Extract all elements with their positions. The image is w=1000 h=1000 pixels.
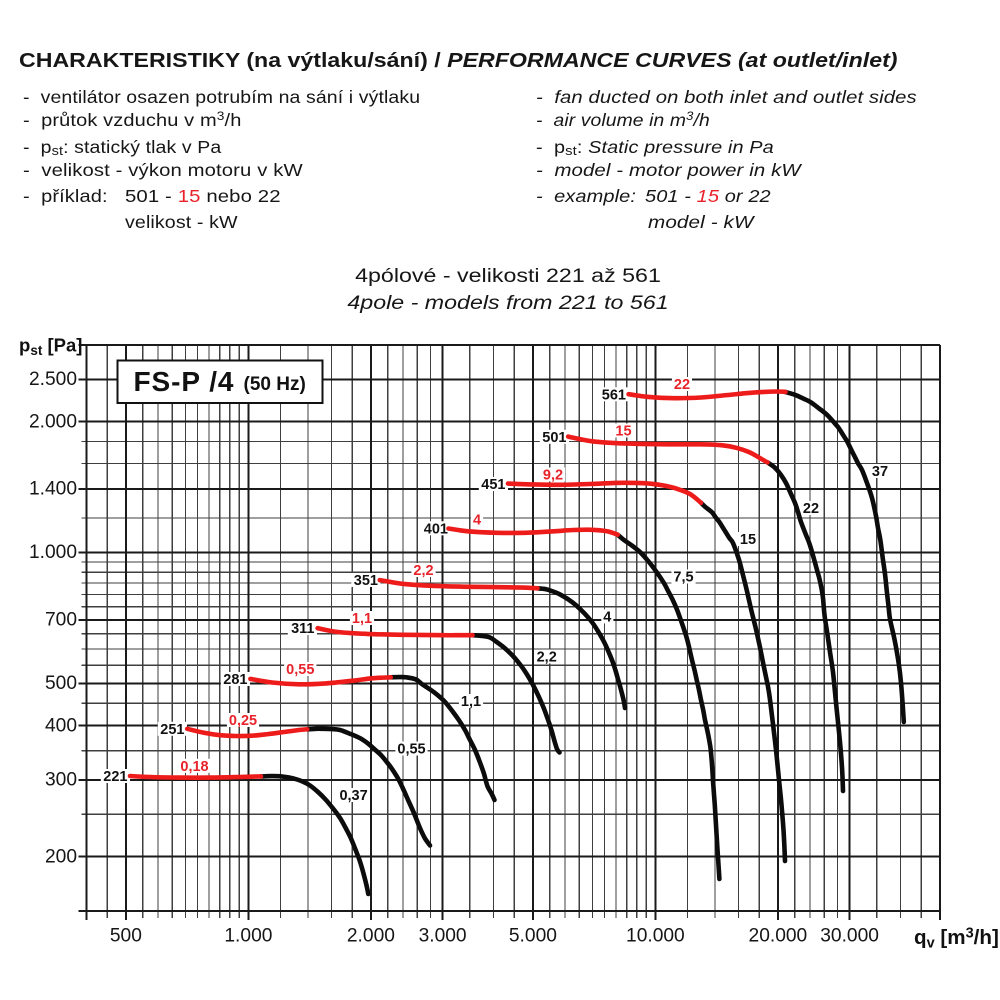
svg-text:15: 15 xyxy=(615,424,631,440)
svg-text:0,18: 0,18 xyxy=(180,759,208,775)
svg-text:1.000: 1.000 xyxy=(224,926,272,947)
svg-text:2.500: 2.500 xyxy=(29,369,77,390)
svg-text:0,55: 0,55 xyxy=(397,742,425,758)
svg-text:400: 400 xyxy=(45,715,77,736)
svg-text:2,2: 2,2 xyxy=(413,563,433,579)
svg-text:1,1: 1,1 xyxy=(352,611,372,627)
svg-text:FS-P /4: FS-P /4 xyxy=(134,366,234,397)
svg-text:401: 401 xyxy=(424,522,448,538)
svg-text:2,2: 2,2 xyxy=(537,650,557,666)
svg-text:20.000: 20.000 xyxy=(749,926,808,947)
svg-text:7,5: 7,5 xyxy=(673,570,693,586)
svg-text:500: 500 xyxy=(110,926,142,947)
svg-text:4: 4 xyxy=(473,513,481,529)
svg-text:1.400: 1.400 xyxy=(29,479,77,500)
svg-text:3.000: 3.000 xyxy=(419,926,467,947)
svg-text:37: 37 xyxy=(872,464,888,480)
svg-text:700: 700 xyxy=(45,610,77,631)
svg-text:1,1: 1,1 xyxy=(461,694,481,710)
svg-text:561: 561 xyxy=(602,388,626,404)
svg-text:22: 22 xyxy=(803,501,819,517)
svg-text:5.000: 5.000 xyxy=(509,926,557,947)
svg-text:(50 Hz): (50 Hz) xyxy=(244,374,306,395)
svg-text:0,55: 0,55 xyxy=(286,662,314,678)
svg-text:281: 281 xyxy=(223,672,247,688)
svg-text:351: 351 xyxy=(354,573,378,589)
svg-text:300: 300 xyxy=(45,770,77,791)
svg-text:10.000: 10.000 xyxy=(626,926,685,947)
svg-text:500: 500 xyxy=(45,673,77,694)
svg-text:451: 451 xyxy=(481,477,505,493)
svg-text:2.000: 2.000 xyxy=(29,411,77,432)
svg-text:9,2: 9,2 xyxy=(543,468,563,484)
svg-text:1.000: 1.000 xyxy=(29,542,77,563)
svg-text:22: 22 xyxy=(674,377,690,393)
svg-text:30.000: 30.000 xyxy=(820,926,879,947)
svg-text:311: 311 xyxy=(291,621,314,637)
svg-text:200: 200 xyxy=(45,846,77,867)
svg-text:qv [m3/h]: qv [m3/h] xyxy=(914,926,999,952)
svg-text:251: 251 xyxy=(160,722,184,738)
svg-text:15: 15 xyxy=(740,532,756,548)
svg-text:pst [Pa]: pst [Pa] xyxy=(19,335,82,359)
svg-text:0,37: 0,37 xyxy=(339,788,367,804)
svg-text:501: 501 xyxy=(542,430,566,446)
svg-text:221: 221 xyxy=(103,769,127,785)
svg-text:4: 4 xyxy=(603,610,611,626)
svg-text:2.000: 2.000 xyxy=(347,926,395,947)
svg-text:0,25: 0,25 xyxy=(229,713,257,729)
